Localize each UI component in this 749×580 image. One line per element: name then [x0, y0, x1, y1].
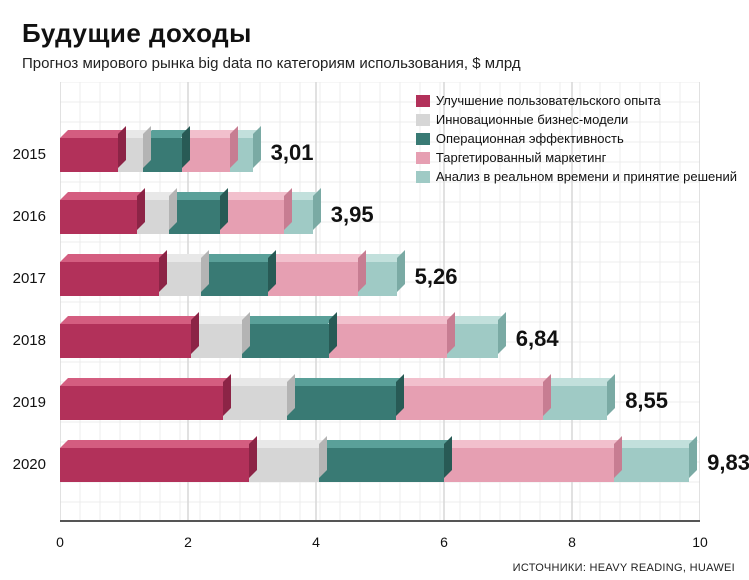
y-axis-label: 2017	[13, 256, 46, 302]
y-axis-label: 2015	[13, 132, 46, 178]
legend-item: Улучшение пользовательского опыта	[416, 92, 737, 110]
bar-total-label: 6,84	[516, 326, 559, 352]
x-axis-tick: 4	[312, 534, 320, 550]
x-axis-tick: 8	[568, 534, 576, 550]
x-axis-tick: 10	[692, 534, 708, 550]
bar-segment	[60, 138, 118, 172]
bar-segment	[444, 448, 614, 482]
bar-segment	[396, 386, 543, 420]
bar-total-label: 3,95	[331, 202, 374, 228]
bar-segment	[220, 200, 284, 234]
bar-segment	[60, 324, 191, 358]
x-axis-tick: 0	[56, 534, 64, 550]
legend-swatch	[416, 152, 430, 164]
bar-total-label: 3,01	[271, 140, 314, 166]
bar-total-label: 5,26	[415, 264, 458, 290]
bar-segment	[201, 262, 268, 296]
legend-item: Инновационные бизнес-модели	[416, 111, 737, 129]
legend-label: Таргетированный маркетинг	[436, 149, 606, 167]
legend-swatch	[416, 133, 430, 145]
legend-label: Анализ в реальном времени и принятие реш…	[436, 168, 737, 186]
bar-total-label: 8,55	[625, 388, 668, 414]
legend-item: Операционная эффективность	[416, 130, 737, 148]
bar-segment	[329, 324, 447, 358]
legend-label: Улучшение пользовательского опыта	[436, 92, 661, 110]
chart-title: Будущие доходы	[22, 18, 727, 49]
chart-header: Будущие доходы Прогноз мирового рынка bi…	[0, 0, 749, 78]
bar-segment	[60, 448, 249, 482]
y-axis-label: 2018	[13, 318, 46, 364]
legend-label: Инновационные бизнес-модели	[436, 111, 628, 129]
x-axis-line	[60, 520, 700, 522]
chart-legend: Улучшение пользовательского опытаИнновац…	[416, 92, 737, 187]
y-axis-label: 2016	[13, 194, 46, 240]
y-axis-label: 2020	[13, 442, 46, 488]
source-label: ИСТОЧНИКИ: HEAVY READING, HUAWEI	[513, 562, 735, 574]
bar-total-label: 9,83	[707, 450, 749, 476]
bar-segment	[319, 448, 444, 482]
bar-segment	[249, 448, 319, 482]
bar-segment	[268, 262, 358, 296]
x-axis-tick: 6	[440, 534, 448, 550]
bar-segment	[242, 324, 328, 358]
chart-subtitle: Прогноз мирового рынка big data по катег…	[22, 55, 727, 72]
y-axis-label: 2019	[13, 380, 46, 426]
legend-label: Операционная эффективность	[436, 130, 624, 148]
legend-swatch	[416, 171, 430, 183]
bar-segment	[614, 448, 690, 482]
bar-segment	[60, 262, 159, 296]
legend-swatch	[416, 95, 430, 107]
bar-segment	[287, 386, 396, 420]
legend-item: Анализ в реальном времени и принятие реш…	[416, 168, 737, 186]
bar-segment	[543, 386, 607, 420]
bar-segment	[60, 386, 223, 420]
bar-segment	[223, 386, 287, 420]
legend-item: Таргетированный маркетинг	[416, 149, 737, 167]
bar-segment	[60, 200, 137, 234]
x-axis-tick: 2	[184, 534, 192, 550]
legend-swatch	[416, 114, 430, 126]
